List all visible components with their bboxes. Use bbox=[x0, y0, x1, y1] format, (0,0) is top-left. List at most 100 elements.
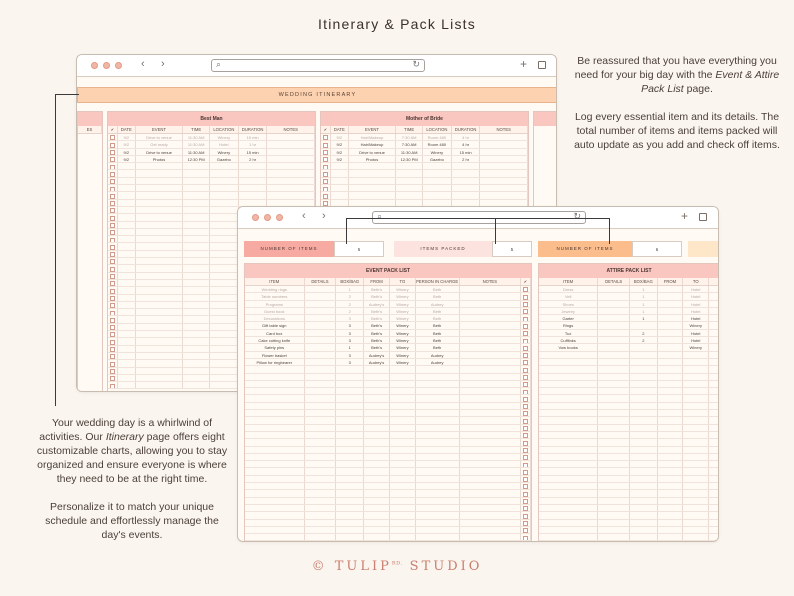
row-checkbox[interactable] bbox=[109, 215, 115, 221]
window-minimize-icon[interactable] bbox=[103, 62, 110, 69]
row-checkbox[interactable] bbox=[109, 274, 115, 279]
window-close-icon[interactable] bbox=[91, 62, 98, 69]
row-checkbox[interactable] bbox=[109, 237, 115, 243]
row-checkbox[interactable] bbox=[523, 491, 529, 497]
row-checkbox[interactable] bbox=[322, 157, 328, 163]
row-checkbox[interactable] bbox=[523, 375, 529, 380]
row-checkbox[interactable] bbox=[109, 361, 115, 367]
row-checkbox[interactable] bbox=[523, 433, 529, 439]
row-checkbox[interactable] bbox=[109, 157, 115, 163]
row-checkbox[interactable] bbox=[109, 383, 115, 389]
row-checkbox[interactable] bbox=[109, 259, 115, 265]
back-arrow-icon[interactable]: ‹ bbox=[302, 210, 306, 222]
row-checkbox[interactable] bbox=[109, 288, 115, 294]
row-checkbox[interactable] bbox=[109, 223, 115, 228]
row-checkbox[interactable] bbox=[322, 201, 328, 206]
window-minimize-icon[interactable] bbox=[264, 214, 271, 221]
row-checkbox[interactable] bbox=[523, 418, 529, 424]
row-checkbox[interactable] bbox=[523, 426, 529, 431]
row-checkbox[interactable] bbox=[109, 339, 115, 345]
window-maximize-icon[interactable] bbox=[115, 62, 122, 69]
row-checkbox[interactable] bbox=[322, 150, 328, 155]
row-checkbox[interactable] bbox=[109, 252, 115, 258]
row-checkbox[interactable] bbox=[523, 345, 529, 351]
row-checkbox[interactable] bbox=[523, 338, 529, 344]
row-checkbox[interactable] bbox=[109, 317, 115, 323]
row-checkbox[interactable] bbox=[109, 193, 115, 199]
row-checkbox[interactable] bbox=[109, 171, 115, 177]
row-checkbox[interactable] bbox=[109, 325, 115, 331]
row-checkbox[interactable] bbox=[523, 535, 529, 541]
row-checkbox[interactable] bbox=[322, 135, 328, 141]
row-checkbox[interactable] bbox=[109, 281, 115, 287]
tabs-icon[interactable] bbox=[538, 61, 546, 69]
row-checkbox[interactable] bbox=[523, 396, 529, 402]
row-checkbox[interactable] bbox=[523, 360, 529, 366]
row-checkbox[interactable] bbox=[523, 462, 529, 468]
row-checkbox[interactable] bbox=[322, 186, 328, 192]
row-checkbox[interactable] bbox=[109, 230, 115, 236]
row-checkbox[interactable] bbox=[109, 201, 115, 206]
row-checkbox[interactable] bbox=[109, 310, 115, 316]
table-row bbox=[245, 446, 531, 454]
row-checkbox[interactable] bbox=[523, 411, 529, 417]
address-bar[interactable]: ⌕ ↻ bbox=[211, 59, 425, 72]
row-checkbox[interactable] bbox=[523, 447, 529, 453]
row-checkbox[interactable] bbox=[523, 309, 529, 315]
row-checkbox[interactable] bbox=[109, 135, 115, 141]
row-checkbox[interactable] bbox=[109, 142, 115, 148]
forward-arrow-icon[interactable]: › bbox=[322, 210, 326, 222]
row-checkbox[interactable] bbox=[322, 142, 328, 148]
row-checkbox[interactable] bbox=[523, 389, 529, 395]
row-checkbox[interactable] bbox=[523, 513, 529, 519]
row-checkbox[interactable] bbox=[523, 294, 529, 300]
row-checkbox[interactable] bbox=[109, 354, 115, 360]
row-checkbox[interactable] bbox=[523, 316, 529, 322]
row-checkbox[interactable] bbox=[523, 455, 529, 461]
row-checkbox[interactable] bbox=[109, 186, 115, 192]
row-checkbox[interactable] bbox=[109, 368, 115, 374]
new-tab-icon[interactable]: + bbox=[681, 209, 689, 223]
row-checkbox[interactable] bbox=[523, 367, 529, 373]
row-checkbox[interactable] bbox=[523, 499, 529, 504]
row-checkbox[interactable] bbox=[109, 376, 115, 382]
row-checkbox[interactable] bbox=[523, 302, 529, 307]
window-close-icon[interactable] bbox=[252, 214, 259, 221]
row-checkbox[interactable] bbox=[109, 179, 115, 185]
row-checkbox[interactable] bbox=[109, 332, 115, 338]
forward-arrow-icon[interactable]: › bbox=[161, 58, 165, 70]
row-checkbox[interactable] bbox=[523, 404, 529, 410]
row-checkbox[interactable] bbox=[523, 520, 529, 526]
row-checkbox[interactable] bbox=[109, 150, 115, 155]
tabs-icon[interactable] bbox=[699, 213, 707, 221]
row-checkbox[interactable] bbox=[523, 331, 529, 337]
row-checkbox[interactable] bbox=[322, 179, 328, 185]
row-checkbox[interactable] bbox=[523, 477, 529, 483]
row-checkbox[interactable] bbox=[322, 171, 328, 177]
row-checkbox[interactable] bbox=[109, 164, 115, 170]
row-checkbox[interactable] bbox=[322, 193, 328, 199]
row-checkbox[interactable] bbox=[523, 484, 529, 490]
row-checkbox[interactable] bbox=[109, 303, 115, 309]
row-checkbox[interactable] bbox=[523, 440, 529, 446]
reload-icon[interactable]: ↻ bbox=[412, 59, 420, 69]
reload-icon[interactable]: ↻ bbox=[573, 211, 581, 221]
row-checkbox[interactable] bbox=[523, 287, 529, 293]
row-checkbox[interactable] bbox=[322, 164, 328, 170]
row-checkbox[interactable] bbox=[523, 506, 529, 512]
row-checkbox[interactable] bbox=[523, 323, 529, 329]
row-checkbox[interactable] bbox=[523, 528, 529, 534]
row-checkbox[interactable] bbox=[109, 208, 115, 214]
row-checkbox[interactable] bbox=[523, 353, 529, 358]
row-checkbox[interactable] bbox=[109, 266, 115, 272]
row-checkbox[interactable] bbox=[523, 469, 529, 475]
row-checkbox[interactable] bbox=[109, 244, 115, 250]
window-maximize-icon[interactable] bbox=[276, 214, 283, 221]
row-checkbox[interactable] bbox=[109, 295, 115, 301]
new-tab-icon[interactable]: + bbox=[520, 57, 528, 71]
back-arrow-icon[interactable]: ‹ bbox=[141, 58, 145, 70]
table-row bbox=[245, 366, 531, 374]
row-checkbox[interactable] bbox=[109, 347, 115, 352]
row-checkbox[interactable] bbox=[523, 382, 529, 388]
address-bar[interactable]: ⌕ ↻ bbox=[372, 211, 586, 224]
